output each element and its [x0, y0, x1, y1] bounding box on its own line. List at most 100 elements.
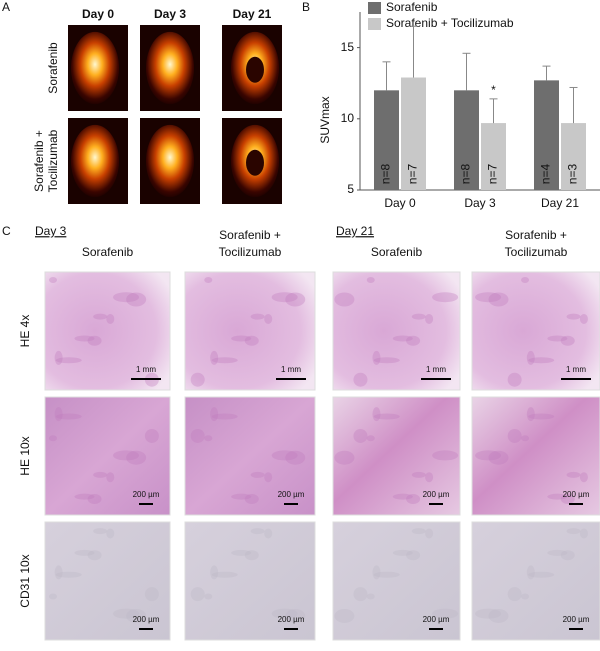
- tissue-texture: [285, 608, 306, 623]
- tissue-texture: [334, 292, 355, 307]
- sample-label: n=4: [539, 163, 553, 184]
- tissue-texture: [271, 450, 298, 461]
- tissue-texture: [475, 292, 502, 303]
- scale-bar-label: 1 mm: [566, 365, 586, 374]
- tissue-texture: [528, 413, 555, 420]
- tissue-texture: [579, 472, 588, 483]
- row-label: HE 10x: [18, 436, 32, 475]
- tissue-texture: [74, 335, 95, 342]
- tissue-texture: [211, 413, 238, 420]
- tissue-texture: [285, 292, 306, 307]
- tissue-texture: [126, 292, 147, 307]
- scale-bar-label: 200 µm: [423, 615, 450, 624]
- pet-uptake: [71, 31, 119, 105]
- bar: [454, 90, 479, 190]
- tissue-texture: [113, 450, 140, 461]
- bar: [561, 123, 586, 190]
- tissue-texture: [87, 335, 102, 346]
- sample-label: n=8: [459, 163, 473, 184]
- x-tick-label: Day 3: [464, 196, 496, 210]
- tissue-texture: [93, 471, 108, 478]
- tissue-texture: [126, 608, 147, 623]
- tissue-texture: [373, 357, 400, 364]
- row-label: Tocilizumab: [46, 129, 60, 192]
- tissue-texture: [432, 608, 459, 619]
- tissue-texture: [54, 407, 63, 422]
- tissue-texture: [547, 335, 568, 342]
- tissue-texture: [366, 435, 375, 442]
- tissue-texture: [353, 372, 368, 387]
- sample-label: n=3: [566, 163, 580, 184]
- tissue-texture: [579, 313, 588, 324]
- column-label: Sorafenib: [371, 245, 423, 259]
- tissue-texture: [49, 593, 57, 600]
- histology-image: [471, 521, 600, 641]
- tissue-texture: [372, 565, 381, 580]
- tissue-texture: [204, 277, 213, 283]
- tissue-texture: [488, 292, 509, 307]
- histology-image: [184, 521, 316, 641]
- tissue-texture: [392, 493, 413, 500]
- tissue-texture: [560, 493, 575, 504]
- tissue-texture: [406, 550, 421, 561]
- y-axis-label: SUVmax: [318, 96, 332, 143]
- tissue-texture: [106, 313, 115, 324]
- tissue-texture: [372, 350, 381, 365]
- pet-uptake: [146, 124, 194, 198]
- tissue-texture: [521, 277, 530, 283]
- histology-image: [44, 271, 171, 391]
- tissue-texture: [432, 450, 459, 461]
- tissue-texture: [526, 407, 535, 422]
- column-label: Day 21: [233, 7, 272, 21]
- tissue-texture: [507, 587, 522, 602]
- tissue-texture: [521, 593, 530, 600]
- tissue-texture: [488, 608, 509, 623]
- tissue-texture: [406, 493, 421, 504]
- row-label: HE 4x: [18, 315, 32, 348]
- tissue-texture: [366, 593, 375, 600]
- scale-bar-label: 200 µm: [563, 490, 590, 499]
- tissue-texture: [528, 357, 555, 364]
- legend-swatch: [368, 2, 381, 14]
- panel-b: B Sorafenib Sorafenib + Tocilizumab SUVmax 5…: [302, 0, 600, 210]
- tissue-texture: [373, 571, 400, 578]
- tissue-texture: [210, 407, 219, 422]
- histology-image: [471, 271, 600, 391]
- tissue-texture: [211, 357, 238, 364]
- tissue-texture: [244, 493, 259, 504]
- tissue-texture: [566, 313, 581, 320]
- tissue-texture: [87, 550, 102, 561]
- tissue-texture: [211, 571, 238, 578]
- tissue-texture: [432, 292, 459, 303]
- tissue-texture: [526, 350, 535, 365]
- sample-label: n=7: [486, 163, 500, 184]
- tissue-texture: [271, 292, 298, 303]
- tissue-texture: [353, 428, 368, 443]
- tissue-texture: [507, 428, 522, 443]
- y-tick-label: 5: [347, 182, 354, 196]
- annotation: *: [491, 83, 496, 97]
- legend-label: Sorafenib: [386, 0, 438, 14]
- tissue-texture: [425, 472, 434, 483]
- scale-bar-label: 200 µm: [423, 490, 450, 499]
- tissue-texture: [49, 277, 57, 283]
- tissue-texture: [560, 335, 575, 346]
- tissue-texture: [507, 372, 522, 387]
- tissue-texture: [55, 571, 82, 578]
- scale-bar-label: 200 µm: [278, 615, 305, 624]
- tissue-texture: [566, 528, 581, 535]
- tissue-texture: [113, 292, 140, 303]
- tissue-texture: [547, 549, 568, 556]
- row-label: CD31 10x: [18, 554, 32, 607]
- tissue-texture: [144, 587, 159, 602]
- tissue-texture: [406, 335, 421, 346]
- tissue-texture: [411, 313, 426, 320]
- legend-label: Sorafenib + Tocilizumab: [386, 16, 514, 30]
- tissue-texture: [250, 528, 265, 535]
- histology-image: [332, 271, 461, 391]
- tissue-texture: [93, 528, 108, 535]
- pet-core: [246, 149, 264, 176]
- tissue-texture: [210, 350, 219, 365]
- tissue-texture: [54, 350, 63, 365]
